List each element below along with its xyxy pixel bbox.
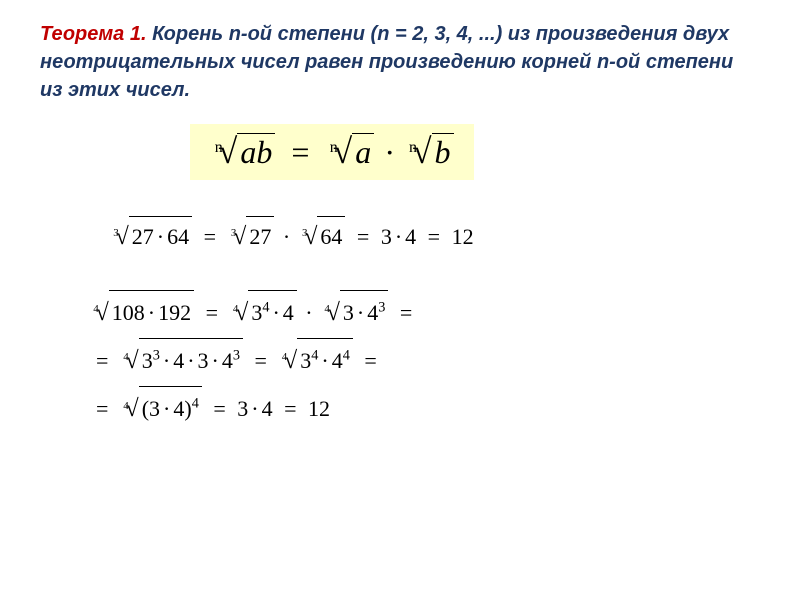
ex2-result-a: 3	[237, 396, 248, 421]
example-1: 3√27·64 = 3√27 · 3√64 = 3·4 = 12	[110, 215, 760, 259]
ex2-line2: = 4√33·4·3·43 = 4√34·44 =	[90, 337, 760, 385]
root-index: n	[215, 139, 223, 156]
ex2-line1: 4√108·192 = 4√34·4 · 4√3·43 =	[90, 289, 760, 337]
ex1-result-b: 4	[405, 224, 416, 249]
main-formula-box: n√ab = n√a · n√b	[190, 124, 474, 180]
ex1-root2: 3√27	[228, 215, 275, 259]
ex2-result-b: 4	[262, 396, 273, 421]
main-formula: n√ab = n√a · n√b	[210, 134, 454, 170]
ex1-final: 12	[452, 224, 474, 249]
root-right2: n√b	[404, 132, 453, 172]
radicand-b: b	[432, 133, 454, 171]
radicand-left: ab	[237, 133, 275, 171]
theorem-text: Теорема 1. Корень n-ой степени (n = 2, 3…	[40, 20, 760, 104]
ex1-root3: 3√64	[299, 215, 346, 259]
theorem-label: Теорема 1.	[40, 23, 147, 45]
root-right1: n√a	[325, 132, 374, 172]
ex2-final: 12	[308, 396, 330, 421]
ex1-result-a: 3	[381, 224, 392, 249]
radicand-a: a	[352, 133, 374, 171]
ex1-root1: 3√27·64	[110, 215, 192, 259]
example-2: 4√108·192 = 4√34·4 · 4√3·43 = = 4√33·4·3…	[90, 289, 760, 434]
root-left: n√ab	[210, 132, 275, 172]
ex2-line3: = 4√(3·4)4 = 3·4 = 12	[90, 385, 760, 433]
